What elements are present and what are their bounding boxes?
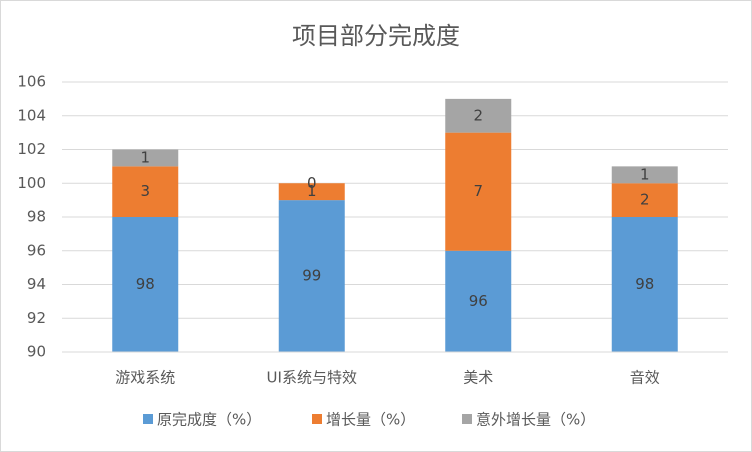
data-label: 96 — [469, 292, 488, 310]
legend-swatch — [143, 414, 153, 424]
data-label: 99 — [302, 267, 321, 285]
bar-segment — [278, 200, 345, 352]
bar-segment — [112, 149, 179, 167]
data-label: 98 — [136, 275, 155, 293]
bar-segment — [112, 166, 179, 217]
bar-segment — [445, 250, 512, 352]
data-label: 7 — [473, 182, 483, 200]
legend-label: 意外增长量（%） — [476, 411, 595, 429]
bar-segment — [278, 183, 345, 201]
x-tick-label: 美术 — [463, 369, 493, 387]
bar-segment — [445, 132, 512, 251]
y-tick-label: 104 — [17, 106, 46, 124]
data-label: 2 — [473, 106, 483, 124]
legend-swatch — [312, 414, 322, 424]
x-tick-label: 音效 — [630, 369, 660, 387]
x-tick-label: UI系统与特效 — [267, 369, 357, 387]
data-label: 1 — [140, 148, 150, 166]
data-label: 98 — [635, 275, 654, 293]
bar-segment — [112, 217, 179, 352]
y-tick-label: 102 — [17, 140, 46, 158]
x-tick-label: 游戏系统 — [115, 369, 175, 387]
data-label: 1 — [640, 165, 650, 183]
legend-swatch — [462, 414, 472, 424]
data-label: 0 — [307, 174, 317, 192]
y-tick-label: 90 — [27, 343, 46, 361]
data-label: 1 — [307, 182, 317, 200]
y-tick-label: 100 — [17, 174, 46, 192]
bar-segment — [611, 166, 678, 184]
data-label: 3 — [140, 182, 150, 200]
data-label: 2 — [640, 191, 650, 209]
chart-title: 项目部分完成度 — [292, 22, 460, 50]
y-tick-label: 98 — [27, 208, 46, 226]
y-tick-label: 106 — [17, 73, 46, 91]
bar-segment — [611, 183, 678, 217]
y-tick-label: 94 — [27, 275, 46, 293]
legend-label: 原完成度（%） — [157, 411, 261, 429]
bar-segment — [445, 98, 512, 133]
y-tick-label: 92 — [27, 309, 46, 327]
y-tick-label: 96 — [27, 241, 46, 259]
bar-segment — [611, 217, 678, 352]
legend-label: 增长量（%） — [326, 411, 415, 429]
